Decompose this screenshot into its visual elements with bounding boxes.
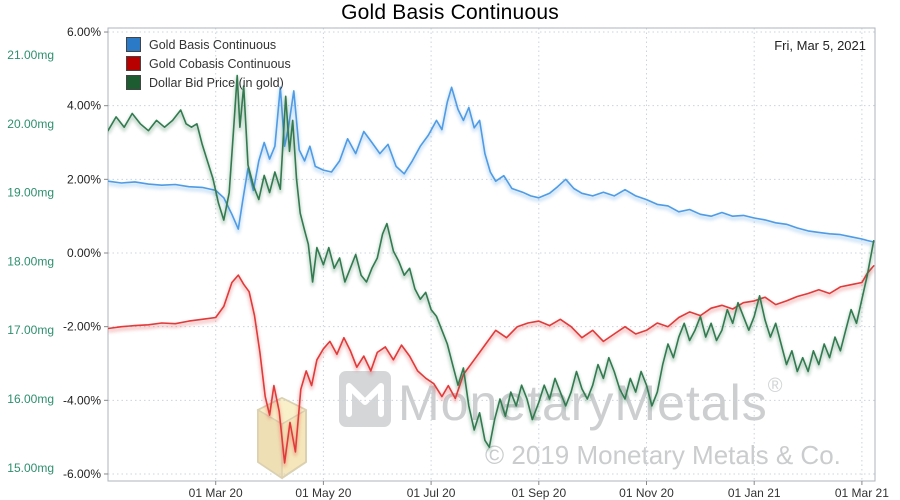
date-tick-label: 01 Mar 20	[189, 486, 243, 500]
date-tick-label: 01 May 20	[295, 486, 351, 500]
percent-tick-label: 6.00%	[67, 25, 101, 39]
date-tick-label: 01 Sep 20	[511, 486, 566, 500]
mg-tick-label: 16.00mg	[7, 392, 54, 406]
page-title: Gold Basis Continuous	[341, 1, 559, 24]
plot-border	[107, 27, 876, 482]
axis-labels: 6.00% 4.00% 2.00% 0.00% -2.00% -4.00% -6.00% 21…	[7, 25, 889, 500]
mg-tick-label: 21.00mg	[7, 48, 54, 62]
date-tick-label: 01 Jan 21	[728, 486, 781, 500]
date-tick-label: 01 Mar 21	[835, 486, 889, 500]
legend-item-dollar-bid-price[interactable]: Dollar Bid Price (in gold)	[126, 73, 291, 92]
legend-label-gold-basis: Gold Basis Continuous	[149, 37, 277, 52]
percent-tick-label: -6.00%	[63, 467, 101, 481]
percent-tick-label: 4.00%	[67, 99, 101, 113]
mg-tick-label: 20.00mg	[7, 117, 54, 131]
legend-item-gold-cobasis[interactable]: Gold Cobasis Continuous	[126, 54, 291, 73]
date-tick-label: 01 Jul 20	[407, 486, 456, 500]
legend-label-dollar-bid-price: Dollar Bid Price (in gold)	[149, 75, 284, 90]
series-group	[108, 74, 875, 468]
legend-label-gold-cobasis: Gold Cobasis Continuous	[149, 56, 291, 71]
date-tick-label: 01 Nov 20	[619, 486, 674, 500]
series-glow	[108, 76, 875, 452]
mg-tick-label: 19.00mg	[7, 186, 54, 200]
series-line-dollar-bid-price-in-gold-	[108, 74, 875, 449]
legend-swatch-dollar-bid-price	[126, 75, 141, 90]
mg-tick-label: 15.00mg	[7, 461, 54, 475]
grid-lines	[108, 28, 875, 481]
series-line-gold-cobasis-continuous	[108, 265, 875, 464]
legend-swatch-gold-basis	[126, 37, 141, 52]
mg-tick-label: 17.00mg	[7, 323, 54, 337]
percent-tick-label: 0.00%	[67, 246, 101, 260]
date-label: Fri, Mar 5, 2021	[774, 38, 866, 53]
legend: Gold Basis Continuous Gold Cobasis Conti…	[126, 35, 291, 92]
percent-tick-label: -4.00%	[63, 393, 101, 407]
legend-swatch-gold-cobasis	[126, 56, 141, 71]
legend-item-gold-basis[interactable]: Gold Basis Continuous	[126, 35, 291, 54]
series-line-gold-basis-continuous	[108, 86, 875, 243]
mg-tick-label: 18.00mg	[7, 254, 54, 268]
percent-tick-label: -2.00%	[63, 320, 101, 334]
percent-tick-label: 2.00%	[67, 172, 101, 186]
